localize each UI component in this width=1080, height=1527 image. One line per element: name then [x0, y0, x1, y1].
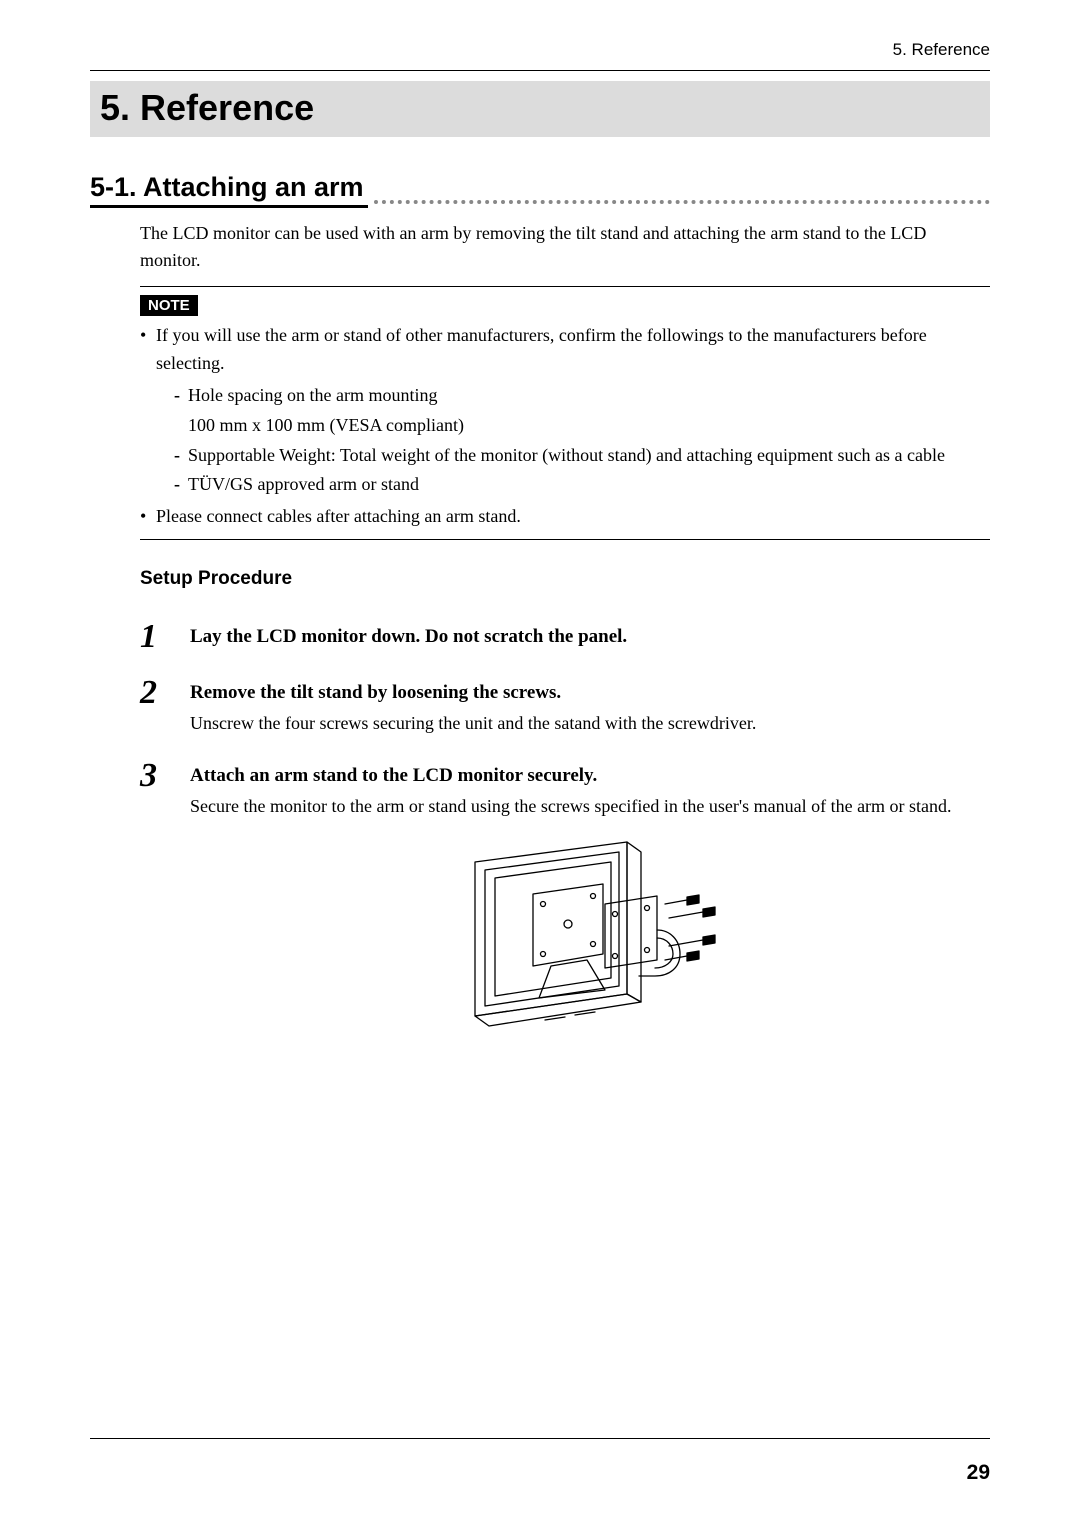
note-badge: NOTE	[140, 295, 198, 316]
step-2-title: Remove the tilt stand by loosening the s…	[190, 682, 990, 704]
step-2-body: Remove the tilt stand by loosening the s…	[190, 676, 990, 737]
note-bullet-1-text: If you will use the arm or stand of othe…	[156, 325, 927, 373]
section-title: 5-1. Attaching an arm	[90, 172, 368, 208]
intro-paragraph: The LCD monitor can be used with an arm …	[140, 220, 990, 274]
document-page: 5. Reference 5. Reference 5-1. Attaching…	[0, 0, 1080, 1527]
section-heading-row: 5-1. Attaching an arm	[90, 172, 990, 208]
setup-heading: Setup Procedure	[140, 568, 990, 590]
step-3-number: 3	[140, 759, 190, 793]
step-1-number: 1	[140, 620, 190, 654]
chapter-title: 5. Reference	[90, 81, 990, 137]
footer-rule	[90, 1438, 990, 1439]
diagram-container	[190, 834, 990, 1039]
step-3-title: Attach an arm stand to the LCD monitor s…	[190, 765, 990, 787]
step-2-text: Unscrew the four screws securing the uni…	[190, 710, 990, 737]
note-rule-top	[140, 286, 990, 287]
page-number: 29	[967, 1461, 990, 1485]
section-dots	[374, 200, 990, 204]
monitor-arm-diagram	[455, 834, 725, 1034]
note-bullet-1: If you will use the arm or stand of othe…	[140, 322, 990, 499]
header-rule	[90, 70, 990, 71]
step-2: 2 Remove the tilt stand by loosening the…	[140, 676, 990, 737]
note-sub-1-line2: 100 mm x 100 mm (VESA compliant)	[188, 412, 990, 440]
step-3-text: Secure the monitor to the arm or stand u…	[190, 793, 990, 820]
step-2-number: 2	[140, 676, 190, 710]
note-sub-1-line1: Hole spacing on the arm mounting	[188, 385, 437, 405]
step-3-body: Attach an arm stand to the LCD monitor s…	[190, 759, 990, 1039]
note-sub-3: TÜV/GS approved arm or stand	[174, 471, 990, 499]
step-1: 1 Lay the LCD monitor down. Do not scrat…	[140, 620, 990, 654]
step-1-title: Lay the LCD monitor down. Do not scratch…	[190, 626, 990, 648]
note-list: If you will use the arm or stand of othe…	[140, 322, 990, 531]
note-sub-2: Supportable Weight: Total weight of the …	[174, 442, 990, 470]
note-sub-1: Hole spacing on the arm mounting 100 mm …	[174, 382, 990, 440]
running-header: 5. Reference	[90, 40, 990, 60]
note-rule-bottom	[140, 539, 990, 540]
note-sublist: Hole spacing on the arm mounting 100 mm …	[174, 382, 990, 500]
note-bullet-2: Please connect cables after attaching an…	[140, 503, 990, 531]
step-1-body: Lay the LCD monitor down. Do not scratch…	[190, 620, 990, 654]
step-3: 3 Attach an arm stand to the LCD monitor…	[140, 759, 990, 1039]
